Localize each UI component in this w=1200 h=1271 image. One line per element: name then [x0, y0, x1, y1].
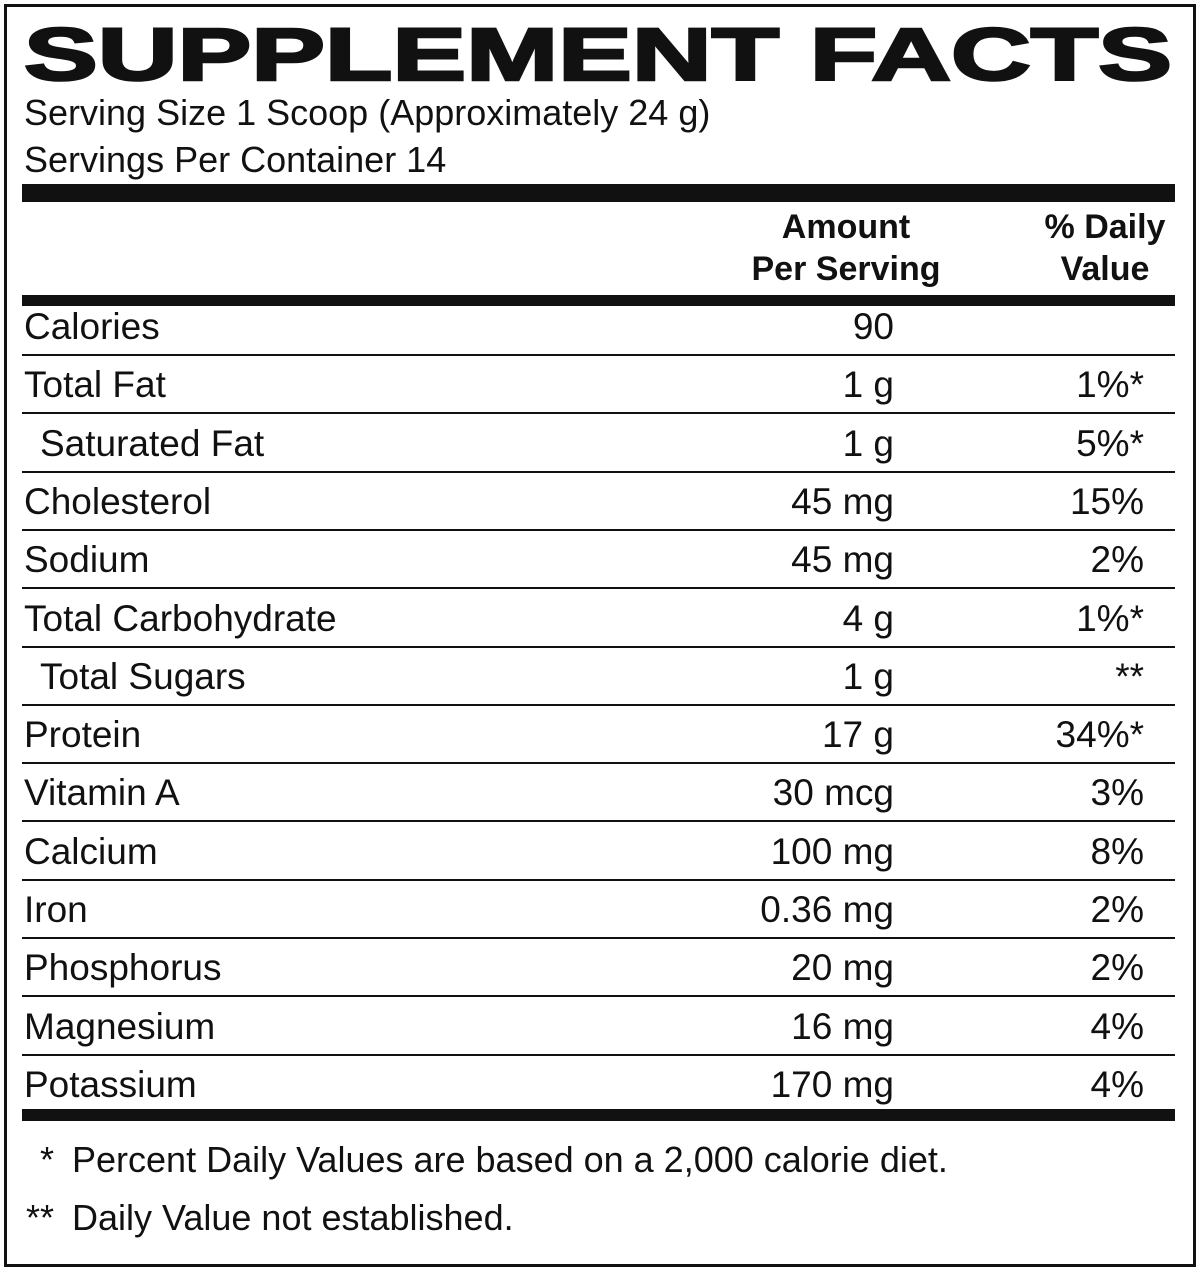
nutrient-name: Phosphorus — [24, 947, 222, 989]
row-rule — [22, 354, 1175, 356]
row-rule — [22, 937, 1175, 939]
footnote-text: Daily Value not established. — [72, 1197, 514, 1238]
row-rule — [22, 1053, 1175, 1056]
nutrient-dv: 5%* — [1076, 422, 1144, 464]
header-rule — [22, 295, 1175, 306]
frame — [4, 4, 1196, 1267]
nutrient-dv: 2% — [1090, 889, 1144, 930]
nutrient-name: Magnesium — [24, 1005, 216, 1047]
nutrient-name: Vitamin A — [24, 772, 180, 814]
nutrient-dv: 34%* — [1055, 714, 1144, 756]
nutrient-amount: 45 mg — [791, 480, 894, 522]
amount-header-line: Per Serving — [751, 250, 941, 288]
nutrient-name: Protein — [24, 714, 142, 756]
row-rule — [22, 995, 1175, 998]
nutrient-amount: 17 g — [821, 714, 894, 756]
dv-header-line: % Daily — [1044, 208, 1166, 246]
nutrient-amount: 90 — [852, 306, 894, 347]
row-rule — [22, 528, 1175, 531]
amount-header: Amount Per Serving — [720, 206, 972, 290]
row-rule — [22, 412, 1175, 415]
nutrient-dv: 8% — [1090, 830, 1144, 872]
amount-header-line: Amount — [781, 208, 911, 246]
nutrient-amount: 45 mg — [791, 539, 894, 581]
nutrient-amount: 170 mg — [770, 1063, 894, 1105]
title-svg: SUPPLEMENT FACTS — [23, 12, 1174, 98]
nutrient-name: Calcium — [24, 830, 158, 872]
nutrient-dv: 2% — [1090, 947, 1144, 989]
nutrient-amount: 0.36 mg — [760, 889, 894, 930]
nutrient-dv: ** — [1115, 655, 1144, 697]
footnote-mark: ** — [25, 1197, 54, 1238]
nutrient-dv: 4% — [1090, 1005, 1144, 1047]
nutrient-name: Calories — [24, 306, 160, 347]
nutrient-name: Iron — [24, 889, 88, 930]
nutrient-dv: 4% — [1090, 1063, 1144, 1105]
nutrient-dv: 3% — [1090, 772, 1144, 814]
nutrient-name: Total Sugars — [40, 655, 246, 697]
dv-header: % Daily Value — [1010, 206, 1200, 290]
row-rule — [22, 762, 1175, 765]
row-rule — [22, 470, 1175, 473]
nutrient-dv: 15% — [1069, 480, 1144, 522]
thick-rule — [22, 184, 1175, 202]
nutrient-name: Potassium — [24, 1063, 197, 1105]
nutrient-amount: 4 g — [842, 597, 894, 639]
nutrient-amount: 30 mcg — [772, 772, 894, 814]
nutrient-name: Total Carbohydrate — [24, 597, 337, 639]
row-rule — [22, 820, 1175, 823]
row-rule — [22, 878, 1175, 881]
nutrient-amount: 1 g — [842, 655, 894, 697]
title: SUPPLEMENT FACTS — [24, 13, 1172, 96]
nutrient-amount: 100 mg — [770, 830, 894, 872]
dv-header-line: Value — [1060, 250, 1150, 288]
nutrient-dv: 1%* — [1076, 364, 1144, 406]
nutrient-dv: 2% — [1090, 539, 1144, 581]
servings-per-container: Servings Per Container 14 — [24, 139, 447, 180]
nutrient-amount: 1 g — [842, 422, 894, 464]
bottom-rule — [22, 1108, 1175, 1121]
footnote-text: Percent Daily Values are based on a 2,00… — [72, 1139, 948, 1180]
nutrient-name: Sodium — [24, 539, 150, 581]
row-rule — [22, 587, 1175, 590]
nutrient-amount: 16 mg — [791, 1005, 894, 1047]
nutrient-name: Total Fat — [24, 364, 166, 406]
nutrient-dv: 1%* — [1076, 597, 1144, 639]
row-rule — [22, 703, 1175, 706]
nutrient-name: Cholesterol — [24, 480, 212, 522]
serving-size: Serving Size 1 Scoop (Approximately 24 g… — [24, 92, 711, 133]
nutrient-name: Saturated Fat — [40, 422, 265, 464]
row-rule — [22, 645, 1175, 648]
nutrient-amount: 20 mg — [791, 947, 894, 989]
nutrient-amount: 1 g — [842, 364, 894, 406]
footnote-mark: * — [39, 1139, 54, 1180]
